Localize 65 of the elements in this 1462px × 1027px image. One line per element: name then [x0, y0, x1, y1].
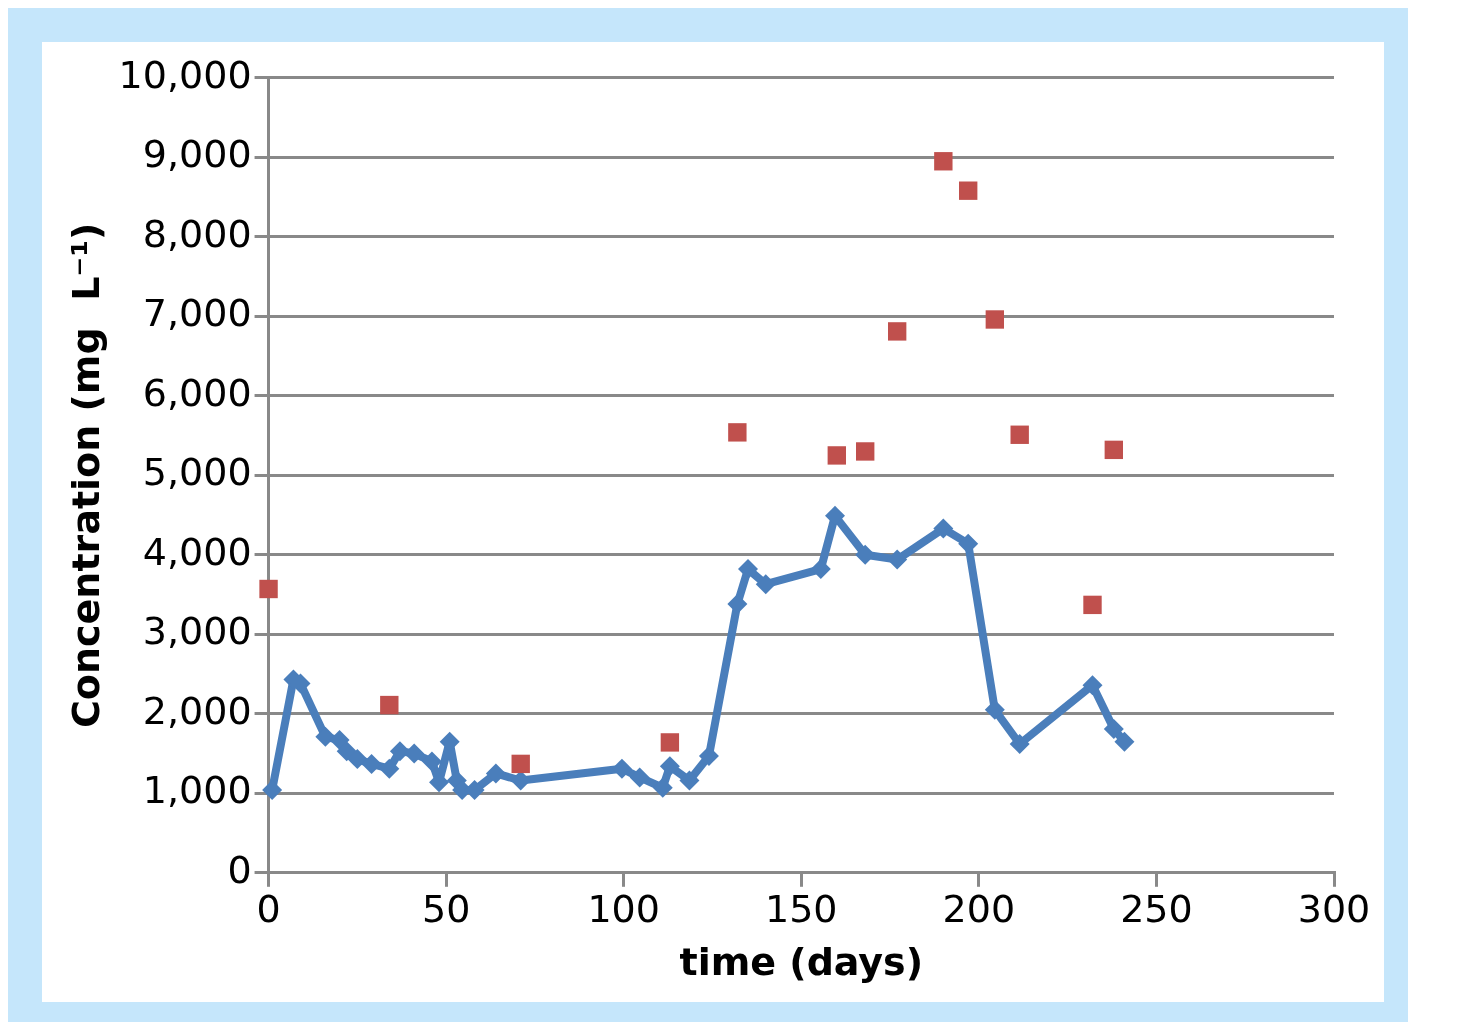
point [347, 749, 368, 770]
point [660, 733, 680, 752]
y-axis-title: Concentration (mg L⁻¹) [63, 222, 108, 729]
point [958, 533, 979, 554]
point [611, 758, 632, 779]
point [856, 442, 875, 461]
x-tick-label: 250 [1120, 887, 1193, 932]
point [887, 549, 908, 570]
point [985, 310, 1005, 329]
point [262, 780, 283, 801]
point [259, 579, 278, 599]
point [810, 559, 831, 580]
point [336, 741, 357, 762]
point [1104, 440, 1123, 460]
point [379, 758, 400, 779]
point [887, 322, 907, 341]
point [511, 754, 530, 774]
point [1082, 675, 1103, 696]
y-tick-label: 4,000 [142, 529, 252, 574]
point [510, 770, 531, 791]
x-tick-label: 0 [256, 887, 281, 932]
y-tick-label: 8,000 [142, 211, 252, 256]
point [315, 726, 336, 747]
point [389, 741, 410, 762]
point [329, 730, 350, 751]
y-tick-label: 7,000 [142, 291, 252, 336]
point [1114, 731, 1135, 752]
point [1103, 718, 1124, 739]
y-tick-label: 6,000 [142, 370, 252, 415]
point [933, 518, 954, 539]
y-tick-label: 3,000 [142, 609, 252, 654]
point [698, 745, 719, 766]
x-tick-label: 100 [587, 887, 660, 932]
y-tick-label: 0 [227, 847, 252, 892]
point [727, 594, 748, 615]
point [1009, 734, 1030, 755]
point [421, 751, 442, 772]
point [629, 767, 650, 788]
y-tick-label: 1,000 [142, 768, 252, 813]
point [1083, 595, 1102, 615]
y-tick-label: 2,000 [142, 688, 252, 733]
point [755, 574, 776, 595]
y-tick-label: 10,000 [118, 52, 252, 97]
point [934, 152, 953, 171]
point [1010, 425, 1029, 444]
x-tick-label: 150 [765, 887, 838, 932]
y-tick-label: 5,000 [142, 450, 252, 495]
x-tick-label: 50 [421, 887, 471, 932]
point [728, 423, 747, 442]
y-tick-label: 9,000 [142, 132, 252, 177]
point [361, 753, 382, 774]
point [827, 446, 846, 465]
point [855, 544, 876, 565]
point [959, 181, 978, 200]
point [652, 777, 673, 798]
point [659, 756, 680, 777]
point [404, 743, 425, 764]
x-axis-title: time (days) [679, 940, 924, 985]
point [984, 699, 1005, 720]
x-tick-label: 200 [942, 887, 1016, 932]
x-tick-label: 300 [1297, 887, 1371, 932]
point [485, 763, 506, 784]
point [738, 559, 759, 580]
point [679, 770, 700, 791]
point [380, 695, 399, 715]
